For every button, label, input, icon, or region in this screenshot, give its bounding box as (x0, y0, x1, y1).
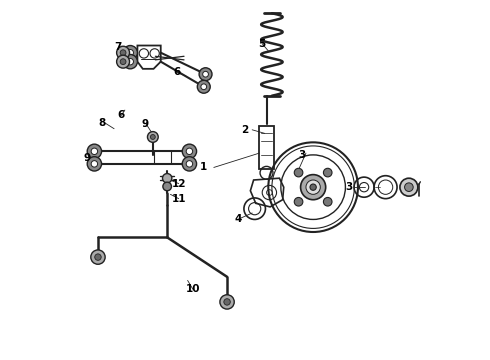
Circle shape (294, 168, 303, 177)
Polygon shape (137, 45, 161, 69)
Circle shape (199, 68, 212, 81)
Circle shape (120, 59, 126, 64)
Circle shape (220, 295, 234, 309)
Circle shape (182, 157, 196, 171)
Circle shape (323, 197, 332, 206)
Circle shape (87, 144, 101, 158)
Circle shape (123, 45, 137, 60)
Circle shape (310, 184, 316, 190)
Circle shape (186, 148, 193, 154)
Circle shape (91, 148, 98, 154)
Circle shape (117, 46, 129, 59)
Text: 3: 3 (299, 150, 306, 160)
Text: 11: 11 (172, 194, 186, 204)
Text: 9: 9 (141, 120, 148, 129)
Polygon shape (250, 178, 284, 207)
Circle shape (87, 157, 101, 171)
Text: 9: 9 (84, 153, 91, 163)
Circle shape (182, 144, 196, 158)
Circle shape (186, 161, 193, 167)
FancyBboxPatch shape (428, 178, 442, 197)
Circle shape (294, 197, 303, 206)
Circle shape (306, 180, 320, 194)
Circle shape (120, 50, 126, 55)
Circle shape (224, 299, 230, 305)
Circle shape (147, 132, 158, 142)
Circle shape (163, 174, 172, 183)
Text: 8: 8 (98, 118, 105, 128)
Circle shape (95, 254, 101, 260)
Circle shape (127, 49, 133, 56)
Circle shape (123, 54, 137, 69)
Text: 6: 6 (118, 111, 125, 121)
FancyBboxPatch shape (259, 126, 274, 169)
Circle shape (203, 71, 208, 77)
Circle shape (91, 161, 98, 167)
Text: 7: 7 (114, 42, 122, 52)
Text: 1: 1 (200, 162, 207, 172)
Text: 10: 10 (186, 284, 200, 294)
Circle shape (201, 84, 207, 90)
Circle shape (117, 55, 129, 68)
Circle shape (163, 182, 172, 191)
Text: 12: 12 (172, 179, 186, 189)
Text: 5: 5 (259, 39, 266, 49)
Text: 3: 3 (345, 182, 353, 192)
Circle shape (91, 250, 105, 264)
Text: 4: 4 (234, 215, 242, 224)
Text: 2: 2 (242, 125, 248, 135)
Circle shape (405, 183, 413, 192)
Text: 6: 6 (173, 67, 180, 77)
Circle shape (150, 135, 155, 139)
Circle shape (323, 168, 332, 177)
Circle shape (300, 175, 326, 200)
Circle shape (127, 58, 133, 65)
Circle shape (197, 80, 210, 93)
Circle shape (400, 178, 418, 196)
